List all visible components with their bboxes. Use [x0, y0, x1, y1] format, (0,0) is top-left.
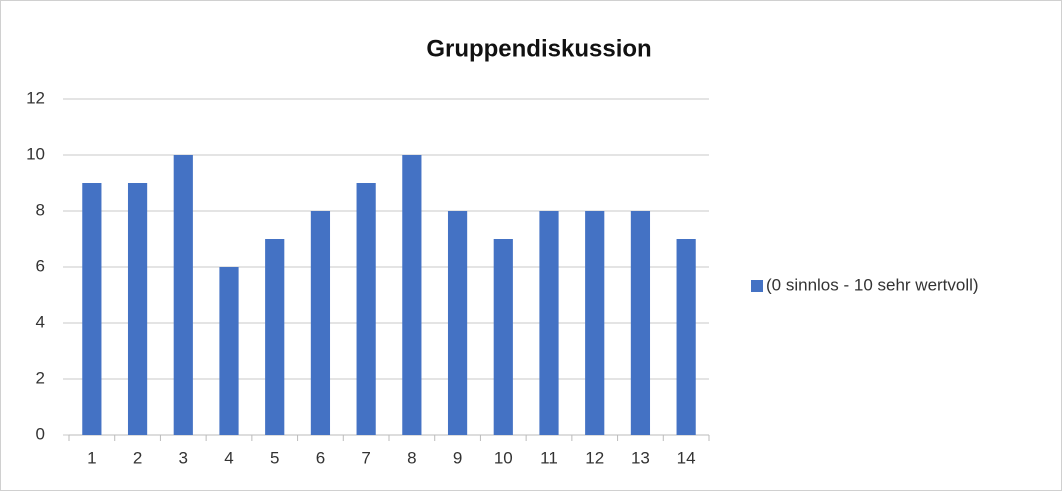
x-tick-label: 9: [453, 448, 462, 467]
legend-label: (0 sinnlos - 10 sehr wertvoll): [766, 275, 979, 294]
bar: [219, 267, 239, 435]
chart-title: Gruppendiskussion: [426, 35, 651, 62]
bar: [539, 211, 559, 435]
bar: [173, 155, 193, 435]
x-tick-label: 3: [179, 448, 188, 467]
x-tick-label: 11: [540, 448, 558, 467]
bar: [585, 211, 605, 435]
bar: [82, 183, 102, 435]
y-tick-label: 0: [36, 424, 45, 443]
x-tick-label: 7: [361, 448, 370, 467]
x-tick-label: 6: [316, 448, 325, 467]
x-tick-label: 12: [585, 448, 604, 467]
y-tick-label: 6: [36, 256, 45, 275]
x-tick-label: 2: [133, 448, 142, 467]
x-tick-label: 14: [677, 448, 696, 467]
y-tick-label: 2: [36, 368, 45, 387]
y-tick-label: 12: [26, 88, 45, 107]
x-tick-label: 10: [494, 448, 513, 467]
x-tick-label: 4: [224, 448, 233, 467]
x-tick-label: 1: [87, 448, 96, 467]
bar: [127, 183, 148, 435]
y-tick-label: 8: [36, 200, 45, 219]
y-tick-label: 10: [26, 144, 45, 163]
x-tick-label: 5: [270, 448, 279, 467]
bar: [356, 183, 376, 435]
bar: [447, 211, 468, 435]
x-tick-label: 13: [631, 448, 650, 467]
bar: [630, 211, 651, 435]
x-tick-label: 8: [407, 448, 416, 467]
bar: [310, 211, 331, 435]
legend-swatch: [751, 280, 763, 292]
bar: [676, 239, 696, 435]
y-tick-label: 4: [36, 312, 45, 331]
bar: [402, 155, 422, 435]
bar: [493, 239, 513, 435]
bar: [265, 239, 285, 435]
